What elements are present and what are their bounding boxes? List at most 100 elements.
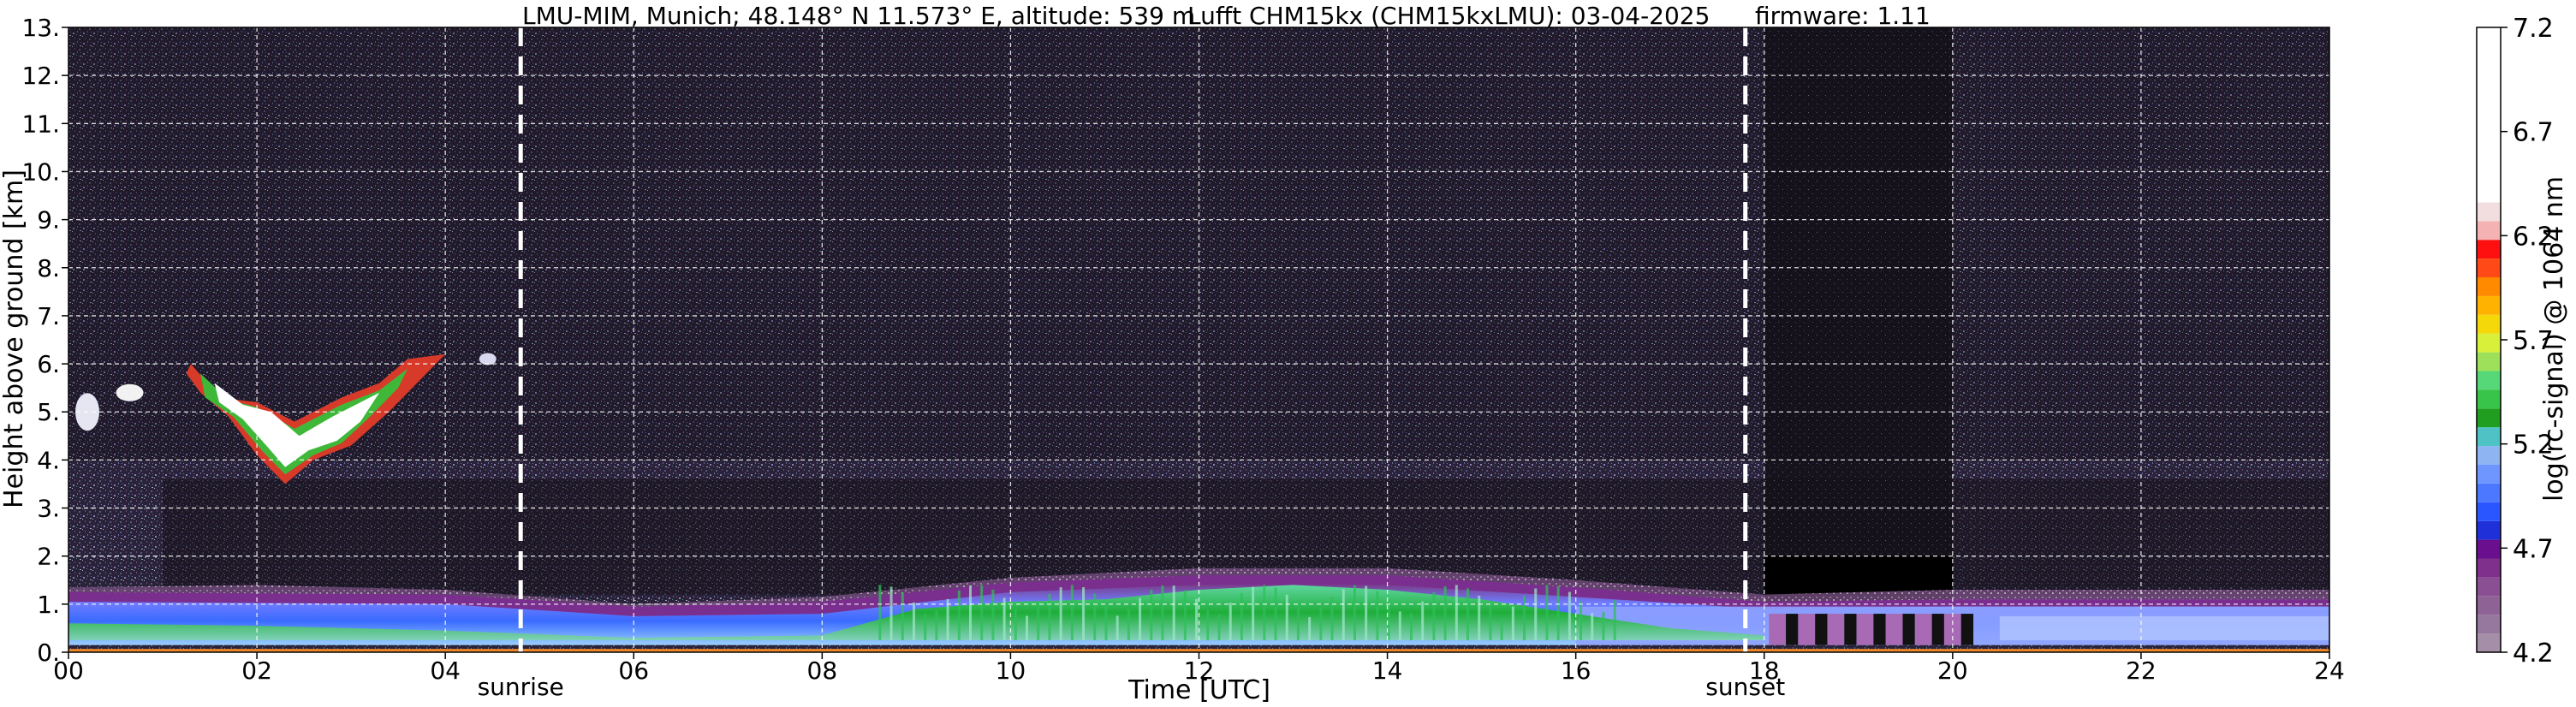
streak [1376, 591, 1379, 640]
streak [968, 585, 972, 640]
colorbar-swatch [2477, 240, 2501, 259]
streak [1195, 598, 1199, 640]
x-tick-label: 16 [1561, 656, 1591, 685]
chart-title-location: LMU-MIM, Munich; 48.148° N 11.573° E, al… [522, 2, 1195, 30]
streak [1082, 587, 1086, 640]
streak [1150, 589, 1153, 640]
y-tick-label: 6. [37, 350, 60, 378]
colorbar-swatch [2477, 446, 2501, 465]
x-tick-label: 12 [1184, 656, 1215, 685]
evening-aerosol-core [1999, 615, 2329, 640]
y-tick-label: 10. [21, 157, 60, 186]
colorbar-swatch [2477, 408, 2501, 428]
streak [1489, 606, 1492, 640]
y-axis: 0. 1. 2. 3. 4. 5. 6. 7. 8. 9. 10. 11. 12. 13. [21, 14, 68, 667]
colorbar-tick-label: 4.7 [2513, 534, 2554, 564]
patch [1769, 614, 1787, 645]
patch [1827, 614, 1845, 645]
x-tick-label: 08 [807, 656, 838, 685]
streak [1568, 591, 1571, 640]
chart-title-firmware: firmware: 1.11 [1755, 2, 1931, 30]
colorbar-swatch [2477, 202, 2501, 222]
colorbar-swatch [2477, 615, 2501, 634]
colorbar-swatch [2477, 314, 2501, 334]
colorbar-swatch [2477, 633, 2501, 652]
convective-streaks [878, 585, 1616, 640]
streak [1319, 608, 1323, 640]
streak [1229, 603, 1232, 640]
patch-gap [1902, 614, 1915, 645]
streak [1613, 600, 1616, 640]
streak [980, 585, 984, 640]
streak [924, 614, 927, 640]
streak [1342, 589, 1345, 640]
colorbar-tick-label: 4.2 [2513, 639, 2554, 668]
x-tick-label: 02 [241, 656, 272, 685]
patch [1856, 614, 1874, 645]
y-tick-label: 7. [37, 302, 60, 330]
streak [1070, 585, 1074, 640]
colorbar-swatch [2477, 352, 2501, 371]
streak [991, 589, 995, 640]
streak [1580, 601, 1583, 640]
streak [1330, 597, 1334, 640]
streak [1523, 596, 1526, 640]
chart-title-instrument: Lufft CHM15kx (CHM15kxLMU): 03-04-2025 [1187, 2, 1710, 30]
colorbar-swatch [2477, 277, 2501, 296]
streak [889, 586, 893, 640]
colorbar-swatch [2477, 221, 2501, 241]
patch [1798, 614, 1816, 645]
y-tick-label: 11. [21, 110, 60, 138]
y-tick-label: 5. [37, 398, 60, 426]
colorbar-swatch [2477, 502, 2501, 521]
streak [1139, 597, 1142, 640]
streak [1059, 587, 1062, 640]
colorbar-swatch [2477, 596, 2501, 615]
streak [1263, 585, 1266, 640]
streak [1161, 585, 1164, 640]
annotation-lines [518, 27, 1748, 652]
streak [1217, 614, 1221, 640]
streak [1014, 609, 1017, 640]
streak [1534, 588, 1538, 640]
streak [1602, 611, 1605, 640]
streak [1353, 585, 1356, 640]
colorbar-swatch [2477, 333, 2501, 353]
colorbar-swatch [2477, 465, 2501, 484]
colorbar-swatch [2477, 520, 2501, 540]
streak [1455, 585, 1458, 640]
streak [1252, 586, 1255, 640]
streak [912, 602, 915, 640]
colorbar-swatch [2477, 258, 2501, 277]
y-axis-label: Height above ground [km] [0, 169, 29, 508]
streak [1365, 585, 1368, 640]
cloud-fragment [479, 353, 497, 365]
y-tick-label: 9. [37, 206, 60, 235]
colorbar-tick-label: 7.2 [2513, 14, 2554, 44]
streak [1398, 611, 1401, 640]
streak [1387, 600, 1390, 640]
mixed-layer-green [68, 585, 1764, 640]
colorbar-label: log(rc-signal) @ 1064 nm [2539, 176, 2569, 502]
patch-gap [1815, 614, 1828, 645]
colorbar-swatch [2477, 371, 2501, 390]
streak [1093, 593, 1097, 640]
y-tick-label: 4. [37, 446, 60, 474]
x-axis-label: Time [UTC] [1127, 675, 1270, 705]
streak [1500, 618, 1503, 640]
annotation-labels: sunrise sunset [478, 673, 1786, 701]
streak [946, 598, 949, 640]
streak [1172, 585, 1175, 640]
x-tick-label: 22 [2126, 656, 2157, 685]
streak [878, 585, 882, 640]
y-tick-label: 1. [37, 591, 60, 619]
streak [1104, 603, 1108, 640]
streak [1285, 594, 1288, 640]
streak [1240, 592, 1243, 640]
patch-gap [1844, 614, 1857, 645]
x-axis: 00 02 04 06 08 10 12 14 16 18 20 22 24 [53, 652, 2345, 685]
x-tick-label: 14 [1372, 656, 1403, 685]
patch [1885, 614, 1903, 645]
streak [1443, 586, 1447, 640]
